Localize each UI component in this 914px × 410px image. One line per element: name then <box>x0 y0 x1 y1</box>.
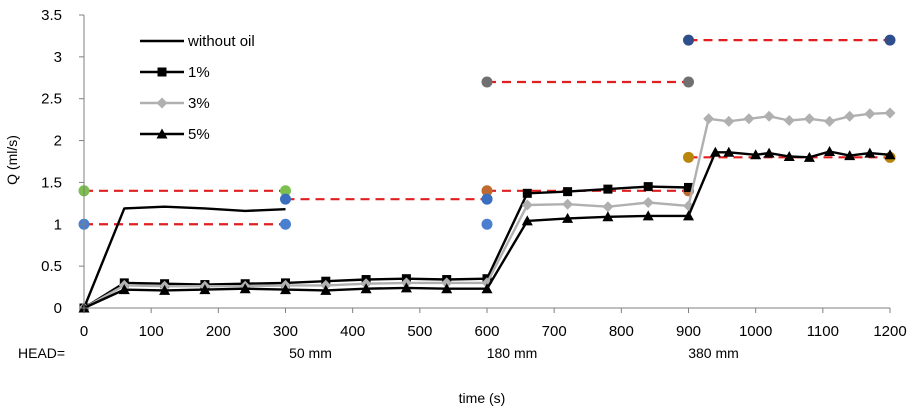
y-tick-label: 0.5 <box>41 258 62 275</box>
head-label: HEAD= <box>18 345 65 361</box>
x-tick-label: 400 <box>340 323 365 340</box>
data-point-5 <box>239 283 251 294</box>
series-line-1 <box>83 185 689 310</box>
data-point-5 <box>683 210 694 221</box>
data-point-3 <box>743 113 755 125</box>
y-tick-label: 3.5 <box>41 7 62 24</box>
data-point-5 <box>844 150 856 161</box>
data-point-5 <box>763 147 775 158</box>
data-point-5 <box>803 151 815 162</box>
y-tick-label: 2.5 <box>41 91 62 108</box>
series-lines <box>78 107 896 314</box>
legend-label-3: 3% <box>188 95 210 112</box>
data-point-3 <box>703 113 715 125</box>
reference-dot <box>280 185 291 197</box>
data-point-5 <box>400 282 412 293</box>
data-point-3 <box>562 198 574 210</box>
data-point-5 <box>118 284 130 295</box>
data-point-5 <box>521 215 533 226</box>
x-tick-label: 100 <box>139 323 164 340</box>
reference-dot <box>280 193 291 205</box>
data-point-3 <box>642 197 654 209</box>
data-point-5 <box>562 212 574 223</box>
data-point-5 <box>864 147 876 158</box>
y-tick-label: 1 <box>54 216 62 233</box>
data-point-5 <box>642 210 654 221</box>
data-point-5 <box>280 284 291 295</box>
x-tick-label: 500 <box>407 323 432 340</box>
data-point-5 <box>481 283 493 294</box>
legend-marker-5 <box>156 128 168 139</box>
reference-dot <box>683 34 694 46</box>
y-tick-label: 0 <box>54 300 62 317</box>
legend-label-5: 5% <box>188 126 210 143</box>
data-point-3 <box>441 277 453 289</box>
x-tick-label: 700 <box>542 323 567 340</box>
series-line-5 <box>83 150 891 310</box>
y-axis-label: Q (ml/s) <box>4 135 20 185</box>
x-tick-label: 0 <box>80 323 88 340</box>
reference-lines <box>78 34 896 230</box>
data-point-3 <box>521 199 533 211</box>
data-point-3 <box>824 115 836 127</box>
data-point-5 <box>602 211 614 222</box>
data-point-5 <box>750 149 762 160</box>
reference-dot <box>481 218 493 230</box>
reference-dot <box>683 151 694 163</box>
reference-dot <box>481 76 493 88</box>
y-tick-label: 1.5 <box>41 174 62 191</box>
x-tick-label: 1100 <box>807 323 839 340</box>
x-axis-label: time (s) <box>459 390 506 406</box>
reference-dot <box>481 193 493 205</box>
legend-marker-3 <box>156 97 168 109</box>
data-point-3 <box>723 115 735 127</box>
data-point-3 <box>803 113 815 125</box>
reference-dot <box>683 76 694 88</box>
data-point-3 <box>602 201 614 213</box>
data-point-1 <box>684 182 693 192</box>
series-line-without-oil <box>82 205 286 309</box>
head-value-label: 380 mm <box>688 345 739 361</box>
head-value-label: 180 mm <box>487 345 538 361</box>
y-tick-label: 2 <box>54 133 62 150</box>
x-tick-label: 800 <box>609 323 634 340</box>
data-point-1 <box>522 188 532 198</box>
data-point-5 <box>884 149 896 160</box>
legend-label-without-oil: without oil <box>187 33 255 50</box>
x-tick-label: 900 <box>676 323 701 340</box>
data-point-5 <box>723 146 735 157</box>
reference-dot <box>280 218 291 230</box>
data-point-5 <box>783 150 795 161</box>
data-point-1 <box>563 187 573 197</box>
data-point-3 <box>884 107 896 119</box>
x-tick-label: 300 <box>273 323 298 340</box>
reference-dot <box>884 34 896 46</box>
data-point-5 <box>709 146 721 157</box>
x-tick-label: 200 <box>206 323 231 340</box>
data-point-5 <box>824 145 836 156</box>
data-point-1 <box>603 184 613 194</box>
head-value-label: 50 mm <box>289 345 332 361</box>
axes: 0 0.5 1 1.5 2 2.5 3 3.5 0 100 200 300 400 500 600 700 80… <box>41 7 907 361</box>
data-point-3 <box>783 114 795 126</box>
x-tick-label: 600 <box>474 323 499 340</box>
data-point-3 <box>763 110 775 122</box>
legend: without oil 1% 3% 5% <box>140 33 255 143</box>
data-point-3 <box>844 110 856 122</box>
legend-marker-1 <box>157 67 167 77</box>
legend-label-1: 1% <box>188 64 210 81</box>
data-point-5 <box>320 284 332 295</box>
data-point-3 <box>864 108 876 120</box>
data-point-5 <box>159 284 171 295</box>
data-point-1 <box>643 182 653 192</box>
x-tick-label: 1200 <box>873 323 906 340</box>
x-tick-label: 1000 <box>739 323 772 340</box>
y-tick-label: 3 <box>54 49 62 66</box>
data-point-5 <box>360 283 372 294</box>
reference-dot <box>481 185 493 197</box>
data-point-5 <box>199 284 211 295</box>
data-point-5 <box>441 283 453 294</box>
